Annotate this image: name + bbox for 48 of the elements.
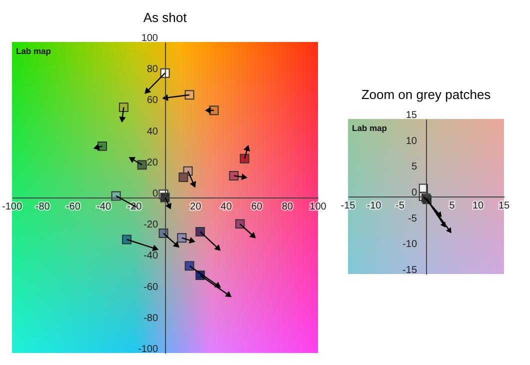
x-tick-label: 15 bbox=[498, 200, 510, 212]
y-tick-label: 0 bbox=[411, 188, 418, 198]
point bbox=[229, 170, 239, 180]
y-tick-label: -10 bbox=[402, 239, 418, 250]
point bbox=[178, 172, 188, 182]
x-tick-label: 60 bbox=[251, 202, 263, 212]
chart-title: As shot bbox=[143, 10, 188, 25]
y-tick-label: 5 bbox=[411, 162, 418, 173]
y-tick-label: -15 bbox=[402, 265, 418, 276]
x-tick-label: 40 bbox=[220, 202, 232, 212]
point bbox=[118, 102, 128, 112]
y-tick-label: 80 bbox=[146, 64, 158, 76]
y-tick-label: 0 bbox=[152, 188, 158, 200]
point bbox=[195, 226, 205, 236]
y-tick-label: 100 bbox=[141, 33, 158, 44]
x-tick-label: -5 bbox=[396, 200, 405, 212]
chart-title: Zoom on grey patches bbox=[361, 87, 492, 102]
y-tick-label: -60 bbox=[144, 282, 158, 293]
y-tick-label: -5 bbox=[408, 213, 418, 224]
x-tick-label: -15 bbox=[340, 200, 356, 212]
point bbox=[184, 261, 194, 271]
annotation: Lab map bbox=[16, 46, 51, 56]
point bbox=[235, 219, 245, 229]
x-tick-label: -80 bbox=[35, 202, 50, 212]
point bbox=[122, 234, 132, 244]
x-tick-label: -40 bbox=[96, 202, 112, 212]
y-tick-label: 60 bbox=[146, 95, 158, 106]
x-tick-label: -20 bbox=[127, 202, 142, 212]
x-tick-label: 10 bbox=[472, 200, 484, 212]
y-tick-label: 10 bbox=[406, 136, 418, 147]
y-tick-label: 40 bbox=[146, 126, 158, 138]
point bbox=[177, 233, 187, 243]
x-tick-label: -60 bbox=[66, 202, 81, 212]
annotation: Lab map bbox=[352, 123, 387, 133]
y-tick-label: 20 bbox=[146, 157, 158, 168]
x-tick-label: 100 bbox=[310, 202, 327, 212]
x-tick-label: 20 bbox=[190, 202, 202, 212]
x-tick-label: 80 bbox=[282, 202, 294, 212]
point bbox=[137, 160, 147, 170]
y-tick-label: -80 bbox=[144, 312, 158, 324]
point bbox=[184, 90, 194, 100]
x-tick-label: -10 bbox=[366, 200, 382, 212]
x-tick-label: 5 bbox=[449, 200, 456, 212]
y-tick-label: -20 bbox=[144, 220, 158, 231]
y-tick-label: 15 bbox=[406, 110, 418, 121]
y-tick-label: -100 bbox=[138, 344, 158, 355]
point bbox=[240, 154, 250, 164]
y-tick-label: -40 bbox=[144, 250, 158, 262]
